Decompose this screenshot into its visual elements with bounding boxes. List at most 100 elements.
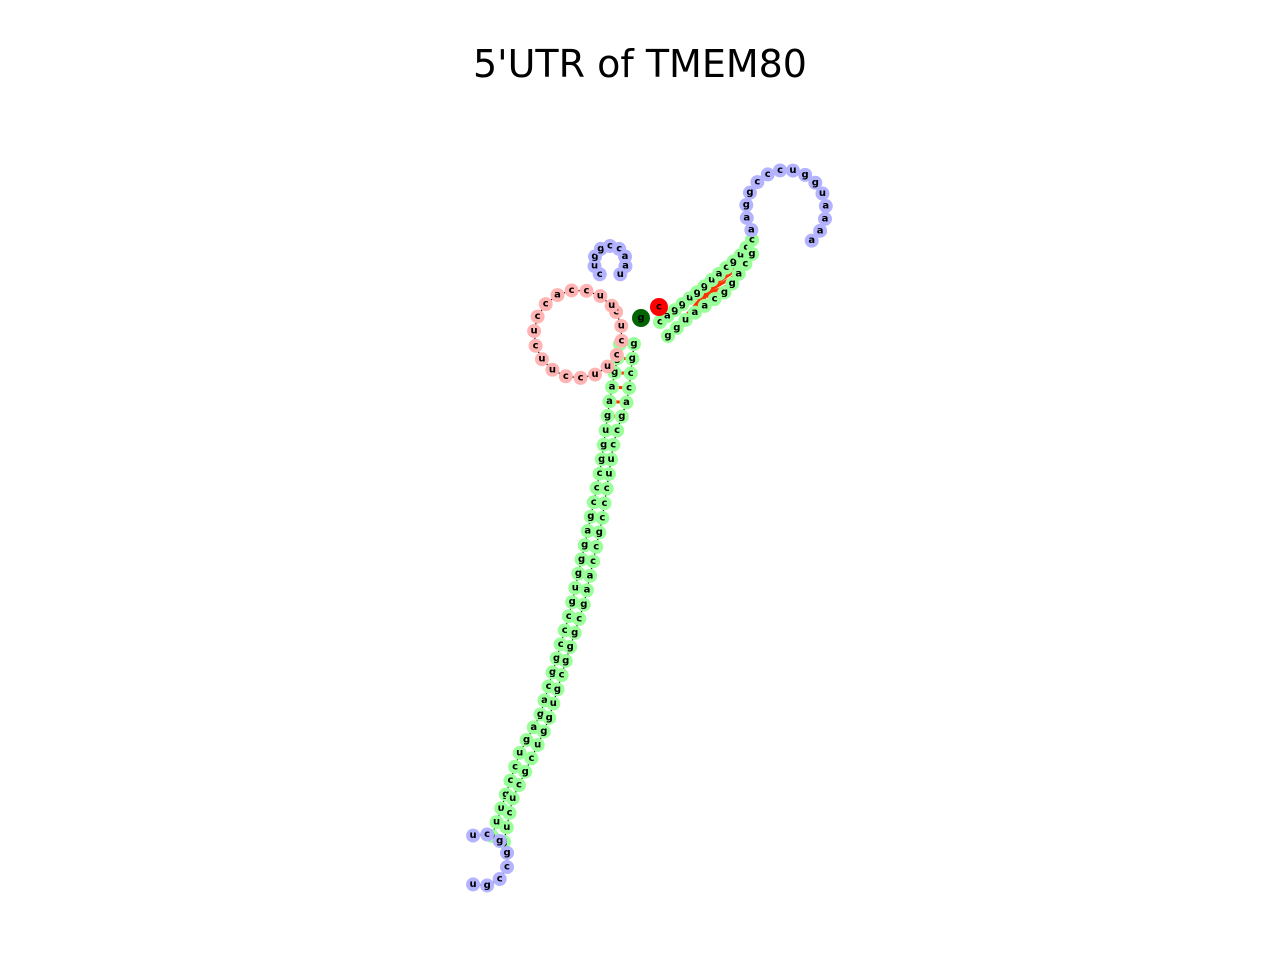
nucleotide-disc — [550, 682, 565, 697]
nucleotide-letter: g — [730, 256, 737, 267]
nucleotide-letter: u — [572, 582, 579, 593]
nucleotide-letter: g — [581, 540, 588, 551]
nucleotide-disc — [798, 167, 813, 182]
nucleotide-letter: g — [575, 568, 582, 579]
nucleotide-disc — [808, 175, 823, 190]
nucleotide-disc — [818, 199, 833, 214]
nucleotide: c — [606, 437, 621, 452]
nucleotide-disc — [502, 805, 517, 820]
nucleotide: u — [785, 163, 800, 178]
nucleotide-letter: g — [540, 726, 547, 737]
nucleotide-letter: c — [578, 372, 584, 383]
nucleotide-letter: g — [596, 527, 603, 538]
nucleotide-letter: u — [682, 314, 689, 325]
nucleotide-letter: c — [723, 262, 729, 273]
nucleotide: c — [622, 381, 637, 396]
diagram-title: 5'UTR of TMEM80 — [473, 42, 807, 86]
nucleotide-letter: g — [701, 281, 708, 292]
nucleotide: u — [588, 367, 603, 382]
nucleotide: g — [492, 833, 507, 848]
nucleotide-letter: a — [692, 307, 699, 318]
nucleotide-letter: u — [591, 261, 598, 272]
nucleotide: g — [500, 845, 515, 860]
nucleotide-letter: u — [503, 822, 510, 833]
nucleotide: c — [579, 283, 594, 298]
nucleotide: c — [502, 805, 517, 820]
nucleotide: u — [530, 737, 545, 752]
nucleotide-disc — [530, 737, 545, 752]
nucleotide-disc — [593, 289, 608, 304]
nucleotide: u — [527, 324, 542, 339]
nucleotide-disc — [500, 860, 515, 875]
nucleotide: g — [627, 337, 641, 351]
nucleotide-disc — [579, 583, 594, 598]
nucleotide: a — [804, 233, 819, 248]
nucleotide-letter: u — [509, 793, 516, 804]
nucleotide-disc — [545, 362, 560, 377]
nucleotide-letter: g — [729, 278, 736, 289]
nucleotide: c — [610, 423, 625, 438]
nucleotide-letter: g — [802, 169, 809, 180]
nucleotide: c — [595, 510, 610, 525]
nucleotide: u — [613, 267, 628, 282]
nucleotide: g — [550, 682, 565, 697]
nucleotide-disc — [773, 163, 788, 178]
nucleotide: g — [600, 408, 615, 423]
nucleotide: u — [815, 186, 830, 201]
nucleotide: c — [707, 292, 722, 307]
nucleotide: c — [586, 495, 601, 510]
nucleotide: u — [466, 877, 481, 892]
nucleotide-disc — [528, 338, 543, 353]
nucleotide-letter: u — [617, 269, 624, 280]
nucleotide-disc — [550, 288, 565, 303]
nucleotide-letter: c — [602, 498, 608, 509]
nucleotide-disc — [580, 523, 595, 538]
nucleotide: a — [813, 223, 828, 238]
nucleotide-disc — [600, 359, 615, 374]
nucleotide-disc — [739, 210, 754, 225]
nucleotide-letter: u — [470, 830, 477, 841]
nucleotide-letter: g — [748, 249, 755, 260]
nucleotide-letter: g — [600, 439, 607, 450]
nucleotide-letter: g — [637, 313, 644, 324]
nucleotide: g — [739, 198, 754, 213]
nucleotide: u — [600, 359, 615, 374]
nucleotide-letter: g — [604, 410, 611, 421]
nucleotide-disc — [609, 347, 624, 362]
nucleotide-disc — [707, 292, 722, 307]
nucleotide-letter: c — [777, 165, 783, 176]
nucleotide-letter: c — [563, 371, 569, 382]
nucleotide-disc — [558, 369, 573, 384]
nucleotide: u — [593, 289, 608, 304]
nucleotide: u — [604, 298, 619, 313]
nucleotide-disc — [583, 568, 598, 583]
nucleotide-disc — [500, 845, 515, 860]
nucleotide-letter: g — [694, 287, 701, 298]
nucleotide-letter: a — [701, 300, 708, 311]
nucleotide-disc — [622, 381, 637, 396]
nucleotide-disc — [558, 653, 573, 668]
nucleotide-letter: a — [743, 212, 750, 223]
nucleotide: c — [589, 480, 604, 495]
nucleotide-letter: c — [507, 775, 513, 786]
nucleotide-letter: c — [484, 829, 490, 840]
nucleotide: g — [717, 285, 732, 300]
nucleotide-disc — [601, 467, 616, 482]
nucleotide: c — [538, 297, 553, 312]
nucleotide: c — [492, 872, 507, 887]
nucleotide: c — [738, 256, 753, 271]
nucleotide-disc — [583, 509, 598, 524]
nucleotide-disc — [614, 318, 629, 333]
nucleotide-letter: a — [622, 261, 629, 272]
nucleotide-disc — [605, 380, 620, 395]
nucleotide: g — [742, 185, 757, 200]
nucleotide-disc — [546, 696, 561, 711]
nucleotide-letter: a — [623, 397, 630, 408]
nucleotide-disc — [572, 611, 587, 626]
nucleotide-letter: g — [484, 880, 491, 891]
nucleotide: c — [586, 554, 601, 569]
nucleotide-letter: a — [808, 235, 815, 246]
nucleotide-letter: u — [602, 425, 609, 436]
nucleotide-letter: c — [607, 241, 613, 252]
nucleotide-disc — [738, 256, 753, 271]
